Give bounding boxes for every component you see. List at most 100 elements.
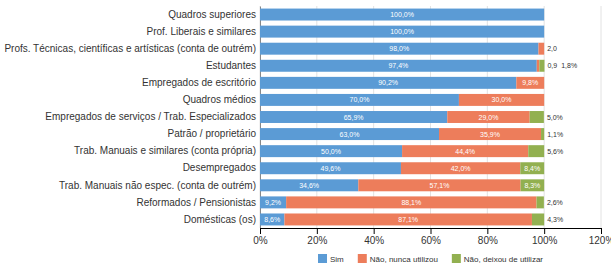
x-tick-label: 0% (253, 235, 268, 246)
x-tick-label: 40% (364, 235, 384, 246)
bar (541, 128, 544, 140)
bar (439, 128, 541, 140)
bar (402, 145, 528, 157)
y-tick-label: Patrão / proprietário (168, 128, 257, 139)
bar (260, 128, 439, 140)
data-label: 1,1% (547, 131, 563, 138)
bar (521, 179, 545, 191)
data-label: 90,2% (378, 79, 398, 86)
bar (544, 9, 545, 21)
bar (260, 9, 544, 21)
bars (260, 9, 544, 226)
legend-item: Não, nunca utilizou (358, 254, 438, 264)
data-label: 8,4% (524, 165, 540, 172)
y-tick: Prof. Liberais e similares (147, 26, 256, 37)
x-tick-label: 80% (478, 235, 498, 246)
grid-line (601, 6, 602, 228)
y-tick: Empregados de serviços / Trab. Especiali… (45, 111, 256, 122)
data-label: 5,0% (547, 114, 563, 121)
data-label: 97,4% (388, 62, 408, 69)
bar (532, 213, 544, 225)
data-label: 9,8% (522, 79, 538, 86)
bar (260, 26, 544, 38)
legend-label: Não, nunca utilizou (370, 255, 438, 264)
y-tick-label: Profs. Técnicas, científicas e artística… (4, 43, 256, 54)
bar (520, 162, 544, 174)
y-tick-label: Quadros superiores (168, 9, 256, 20)
data-label: 35,9% (480, 131, 500, 138)
data-labels: 100,0%100,0%98,0%97,4%90,2%70,0%65,9%63,… (264, 11, 577, 223)
y-tick-label: Empregados de serviços / Trab. Especiali… (45, 111, 256, 122)
data-label: 4,3% (547, 216, 563, 223)
data-label: 9,2% (265, 199, 281, 206)
y-tick: Profs. Técnicas, científicas e artística… (4, 43, 256, 54)
x-tick-label: 100% (532, 235, 558, 246)
x-axis: 0% 20% 40% 60% 80% 100% 120% (253, 228, 611, 246)
x-tick-mark (431, 228, 432, 234)
y-tick: Quadros superiores (168, 9, 256, 20)
data-label: 100,0% (390, 28, 414, 35)
bar (260, 111, 447, 123)
x-tick-label: 20% (307, 235, 327, 246)
data-label: 63,0% (340, 131, 360, 138)
bar (459, 94, 544, 106)
bar (358, 179, 520, 191)
bar (538, 43, 544, 55)
data-label: 29,0% (479, 114, 499, 121)
legend-item: Sim (318, 254, 344, 264)
data-label: 70,0% (350, 96, 370, 103)
chart-container: Quadros superiores Prof. Liberais e simil… (0, 0, 611, 268)
x-tick-mark (374, 228, 375, 234)
y-tick: Quadros médios (183, 94, 256, 105)
y-axis: Quadros superiores Prof. Liberais e simil… (4, 7, 260, 229)
bar (544, 9, 545, 21)
data-label: 5,6% (547, 148, 563, 155)
bar (401, 162, 520, 174)
x-tick-label: 120% (589, 235, 611, 246)
legend-swatch (318, 254, 327, 263)
x-tick: 40% (364, 228, 384, 246)
bar (544, 26, 545, 38)
bar (286, 196, 536, 208)
bar (536, 196, 543, 208)
x-tick-mark (260, 228, 261, 234)
x-tick: 20% (307, 228, 327, 246)
bar (544, 94, 545, 106)
x-tick: 80% (478, 228, 498, 246)
x-tick: 0% (253, 228, 268, 246)
x-tick: 120% (589, 228, 611, 246)
bar (516, 77, 544, 89)
y-tick-label: Trab. Manuais não espec. (conta de outré… (59, 180, 256, 191)
bar (260, 179, 358, 191)
bar-series (260, 9, 544, 226)
data-label: 57,1% (430, 182, 450, 189)
grid (260, 6, 601, 228)
bar (260, 213, 284, 225)
y-tick-label: Trab. Manuais e similares (conta própria… (74, 145, 256, 156)
x-tick-mark (317, 228, 318, 234)
chart-svg: Quadros superiores Prof. Liberais e simil… (0, 0, 611, 268)
data-label: 49,6% (321, 165, 341, 172)
bar (539, 60, 544, 72)
bar (260, 43, 538, 55)
x-tick: 60% (421, 228, 441, 246)
y-tick: Desempregados (183, 162, 256, 173)
x-tick-label: 60% (421, 235, 441, 246)
y-tick: Reformados / Pensionistas (136, 197, 256, 208)
data-label: 50,0% (321, 148, 341, 155)
x-tick-mark (544, 228, 545, 234)
data-label: 2,6% (547, 199, 563, 206)
data-label: 42,0% (451, 165, 471, 172)
bar (528, 145, 544, 157)
y-tick-label: Quadros médios (183, 94, 256, 105)
bar (260, 145, 402, 157)
bar (260, 77, 516, 89)
y-tick: Empregados de escritório (142, 77, 256, 88)
data-label: 8,3% (524, 182, 540, 189)
bar (544, 77, 545, 89)
legend-label: Sim (330, 255, 344, 264)
y-tick: Estudantes (206, 60, 256, 71)
bar (260, 94, 459, 106)
bar-series (520, 60, 544, 226)
bar (260, 60, 537, 72)
